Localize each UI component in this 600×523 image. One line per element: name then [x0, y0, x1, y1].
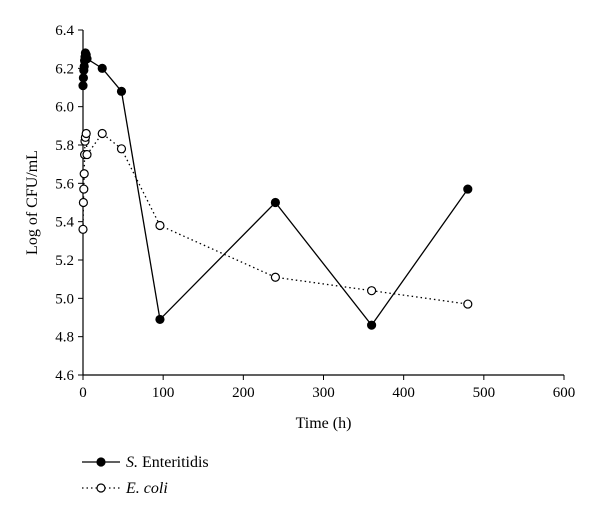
y-tick-label: 4.6 [55, 368, 74, 384]
legend-label-italic: S. [126, 454, 138, 471]
x-axis-label: Time (h) [296, 415, 352, 432]
legend-item: E. coli [82, 480, 168, 497]
legend-label-rest: Enteritidis [138, 454, 209, 471]
data-point-filled [78, 80, 88, 91]
legend-marker-open [96, 483, 106, 493]
legend-item: S. Enteritidis [82, 454, 209, 471]
y-axis-label: Log of CFU/mL [24, 150, 41, 255]
data-point-filled [463, 184, 473, 194]
legend: S. Enteritidis E. coli [82, 454, 209, 497]
data-point-filled [270, 197, 280, 208]
data-point-open [79, 184, 89, 194]
legend-label: E. coli [125, 480, 168, 497]
series-line [82, 52, 469, 327]
series-e-coli [78, 128, 473, 309]
x-tick-label: 200 [232, 385, 255, 401]
y-tick-label: 6.4 [55, 23, 74, 39]
data-point-filled [78, 73, 89, 83]
series-s-enteritidis [78, 48, 473, 330]
data-point-filled [116, 86, 127, 96]
legend-label-italic: E. coli [125, 480, 168, 497]
data-point-filled [82, 54, 92, 64]
y-tick-label: 5.2 [55, 253, 74, 269]
x-tick-label: 400 [392, 385, 415, 401]
y-tick-label: 5.4 [55, 215, 74, 231]
x-tick-label: 0 [79, 385, 87, 401]
x-tick-label: 300 [312, 385, 335, 401]
data-point-open [78, 197, 89, 208]
data-point-open [82, 149, 92, 160]
y-tick-label: 6.2 [55, 61, 74, 77]
legend-label: S. Enteritidis [126, 454, 209, 471]
data-point-open [463, 299, 473, 309]
data-point-filled [97, 63, 107, 73]
legend-marker-filled [96, 457, 106, 467]
data-point-open [81, 128, 91, 139]
y-tick-label: 5.6 [55, 176, 74, 192]
y-tick-label: 4.8 [55, 330, 74, 346]
x-tick-label: 100 [152, 385, 175, 401]
y-tick-label: 5.8 [55, 138, 74, 154]
axis-ticks: 0 100 200 300 400 500 600 4.6 4.8 5.0 5.2 5.4 5.6 5.8… [55, 23, 575, 401]
data-point-open [367, 286, 377, 296]
data-point-open [155, 220, 165, 231]
y-tick-label: 5.0 [55, 291, 74, 307]
data-point-open [78, 224, 88, 234]
series-layer [78, 48, 473, 330]
data-point-filled [155, 314, 165, 325]
x-tick-label: 600 [553, 385, 576, 401]
data-point-filled [367, 320, 377, 330]
y-tick-label: 6.0 [55, 100, 74, 116]
data-point-open [116, 144, 127, 154]
data-point-open [79, 169, 89, 179]
data-point-open [270, 272, 280, 282]
data-point-open [97, 128, 107, 139]
x-tick-label: 500 [473, 385, 496, 401]
axes [82, 30, 564, 376]
